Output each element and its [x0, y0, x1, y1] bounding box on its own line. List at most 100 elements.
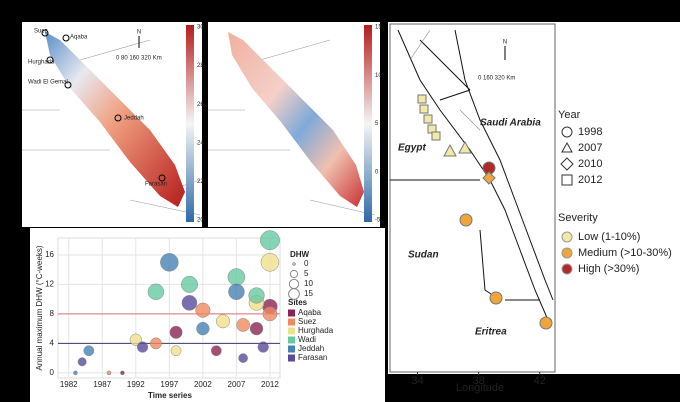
legend-label: Jeddah	[298, 344, 324, 353]
colorbar-label: 26	[197, 102, 204, 108]
bubble	[260, 253, 280, 272]
region-label: Sudan	[408, 250, 439, 261]
site-label: Hurghada	[28, 60, 55, 66]
x-tick-label: 1982	[60, 380, 78, 389]
legend-label: Low (1-10%)	[578, 231, 640, 243]
size-legend-label: 5	[304, 269, 309, 278]
legend-label: 2010	[578, 158, 602, 170]
sst-map: Suez Aqaba Hurghada Wadi El Gemal Jeddah…	[22, 22, 202, 227]
legend-label: 2007	[578, 142, 602, 154]
bubble	[160, 253, 179, 272]
bubble	[248, 287, 265, 304]
colorbar-label: 20	[197, 218, 204, 224]
bubble	[215, 314, 231, 329]
bubble	[238, 353, 248, 363]
x-axis-label: Longitude	[456, 382, 504, 394]
size-legend-label: 15	[304, 289, 313, 298]
size-legend-label: 10	[304, 279, 313, 288]
severity-map: Saudi Arabia Egypt Sudan Eritrea N 0 160…	[388, 22, 680, 394]
bubble	[249, 321, 264, 336]
colorbar-label: -5	[375, 218, 381, 224]
y-axis-label: Annual maximum DHW (°C-weeks)	[35, 245, 44, 370]
bubble	[228, 283, 245, 301]
bubble	[227, 268, 246, 286]
region-label: Saudi Arabia	[480, 118, 541, 129]
site-label: Farasan	[145, 182, 167, 188]
legend-label: High (>30%)	[578, 263, 639, 275]
legend-label: Wadi	[298, 335, 316, 344]
legend-swatch	[288, 318, 295, 326]
legend-label: Medium (>10-30%)	[578, 247, 672, 259]
bubble	[73, 370, 78, 376]
legend-title: Severity	[558, 212, 598, 224]
site-label: Jeddah	[124, 116, 144, 122]
legend-label: 1998	[578, 126, 602, 138]
bubble	[260, 230, 280, 251]
legend-title: Sites	[288, 298, 308, 307]
site-label: Aqaba	[70, 35, 88, 41]
legend-label: 2012	[578, 174, 602, 186]
colorbar-label: 10	[375, 73, 382, 79]
scale: 0 80 160 320 Km	[116, 56, 162, 62]
legend-symbol	[561, 141, 573, 153]
legend-symbol	[561, 126, 573, 138]
bubble	[129, 333, 142, 346]
bubble	[83, 345, 95, 357]
colorbar-label: 22	[197, 179, 204, 185]
bubble	[136, 341, 149, 353]
legend-label: Farasan	[298, 353, 327, 362]
x-tick-label: 34	[411, 375, 423, 387]
size-legend-label: 0	[304, 259, 309, 268]
site-label: Suez	[34, 29, 48, 35]
y-tick-label: 4	[50, 338, 55, 347]
legend-swatch	[288, 336, 295, 344]
bubble	[181, 295, 198, 311]
legend-label: Suez	[298, 317, 316, 326]
bubble	[236, 318, 250, 332]
legend-symbol	[560, 157, 574, 171]
legend-title: DHW	[290, 250, 310, 259]
legend-title: Year	[558, 109, 581, 121]
x-tick-label: 38	[472, 375, 484, 387]
y-tick-label: 0	[50, 368, 55, 377]
colorbar-label: 24	[197, 140, 204, 146]
legend-label: Aqaba	[298, 308, 322, 317]
y-tick-label: 8	[50, 309, 55, 318]
colorbar-label: 5	[375, 121, 379, 127]
y-tick-label: 12	[45, 280, 54, 289]
legend-symbol	[561, 174, 573, 186]
x-tick-label: 1997	[160, 380, 178, 389]
colorbar-label: 15	[375, 25, 382, 31]
colorbar-label: 30	[197, 25, 204, 31]
north: N	[503, 40, 507, 46]
bubble	[170, 345, 182, 357]
y-tick-label: 16	[45, 250, 54, 259]
bubble	[77, 357, 87, 367]
legend-swatch	[288, 309, 295, 317]
legend-symbol	[561, 263, 573, 275]
legend-symbol	[561, 247, 573, 259]
bubble	[196, 321, 210, 336]
legend-label: Hurghada	[298, 326, 334, 335]
bubble	[262, 306, 278, 322]
scale: 0 160 320 Km	[478, 76, 515, 82]
legend-swatch	[288, 354, 295, 362]
x-tick-label: 2007	[228, 380, 246, 389]
north: N	[137, 30, 141, 36]
x-tick-label: 2012	[261, 380, 279, 389]
bubble	[169, 325, 183, 339]
bubble	[106, 370, 112, 376]
legend-symbol	[561, 231, 573, 243]
region-label: Eritrea	[475, 327, 507, 338]
size-legend-symbol	[292, 262, 296, 266]
colorbar-label: 28	[197, 63, 204, 69]
site-label: Wadi El Gemal	[28, 80, 68, 86]
bubble	[257, 341, 269, 353]
region-label: Egypt	[398, 143, 426, 154]
x-axis-label: Time series	[148, 391, 192, 400]
bubble	[195, 302, 211, 318]
colorbar-label: 0	[375, 169, 379, 175]
bubble	[150, 337, 162, 350]
x-tick-label: 2002	[194, 380, 212, 389]
